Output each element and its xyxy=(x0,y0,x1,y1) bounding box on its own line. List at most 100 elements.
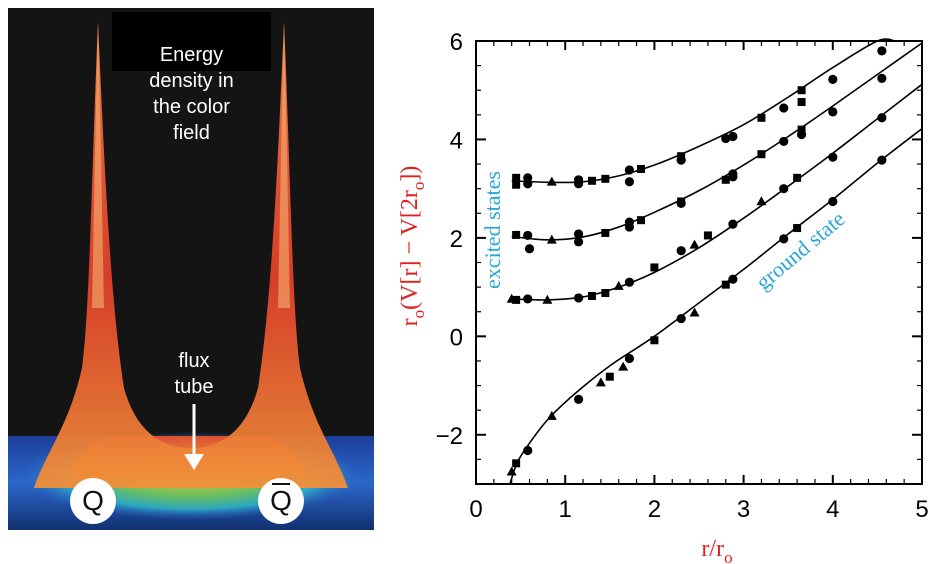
y-tick-label: 0 xyxy=(450,324,463,351)
x-axis-label: r/ro xyxy=(701,536,732,564)
data-point-square xyxy=(797,86,806,95)
data-point-square xyxy=(721,280,730,289)
data-point-square xyxy=(587,291,596,300)
caption-line-4: field xyxy=(173,122,210,144)
energy-label-box xyxy=(112,12,271,71)
data-point-square xyxy=(757,150,766,159)
data-point-square xyxy=(512,230,521,239)
fit-curve-2 xyxy=(511,42,923,241)
energy-density-visualization: Energy density in the color field flux t… xyxy=(8,8,374,530)
data-point-triangle xyxy=(595,377,606,387)
data-point-square xyxy=(703,231,712,240)
data-point-circle xyxy=(779,184,789,194)
data-point-circle xyxy=(728,131,738,142)
data-points xyxy=(506,46,887,476)
data-point-square xyxy=(512,459,521,468)
data-point-circle xyxy=(523,294,533,304)
flux-caption-line-1: flux xyxy=(178,350,210,372)
data-point-circle xyxy=(779,234,789,244)
data-point-circle xyxy=(523,445,533,456)
data-point-square xyxy=(605,372,614,381)
data-point-circle xyxy=(523,230,533,241)
x-tick-label: 2 xyxy=(648,496,661,523)
y-axis-label: ro(V[r] − V[2ro]) xyxy=(397,166,428,327)
y-tick-label: 2 xyxy=(450,226,463,253)
data-point-circle xyxy=(573,237,584,247)
caption-line-2: density in xyxy=(149,70,234,92)
flux-arrow-head xyxy=(184,454,204,470)
data-point-triangle xyxy=(689,307,700,317)
quark-label: Q xyxy=(82,485,104,516)
data-point-circle xyxy=(624,177,635,187)
data-point-square xyxy=(637,216,646,225)
x-tick-label: 5 xyxy=(915,496,928,523)
x-tick-label: 3 xyxy=(737,496,750,523)
data-point-circle xyxy=(828,74,838,84)
data-point-square xyxy=(650,263,659,272)
data-point-square xyxy=(512,295,521,304)
data-point-circle xyxy=(877,155,887,165)
data-point-circle xyxy=(728,274,738,284)
x-tick-label: 4 xyxy=(826,496,839,523)
data-point-circle xyxy=(828,107,838,117)
data-point-circle xyxy=(877,113,887,123)
data-point-circle xyxy=(624,165,635,175)
data-point-circle xyxy=(779,136,789,147)
data-point-circle xyxy=(624,277,635,287)
data-point-square xyxy=(721,175,730,184)
y-tick-label: −2 xyxy=(436,423,463,450)
data-point-square xyxy=(793,173,802,182)
antiquark-label: Q xyxy=(270,478,292,524)
data-point-square xyxy=(793,224,802,233)
data-point-triangle xyxy=(546,410,557,420)
data-point-circle xyxy=(624,353,635,364)
data-point-triangle xyxy=(506,466,517,476)
y-tick-label: 4 xyxy=(450,127,463,154)
flux-tube-caption: flux tube xyxy=(144,348,244,400)
data-point-square xyxy=(512,180,521,189)
data-point-square xyxy=(512,173,521,182)
ground-state-annotation: ground state xyxy=(751,206,850,295)
data-point-circle xyxy=(676,314,686,324)
data-point-triangle xyxy=(546,176,557,186)
fit-curve-1 xyxy=(511,83,923,301)
plot-frame xyxy=(475,40,923,485)
data-point-square xyxy=(601,289,610,298)
energy-density-caption: Energy density in the color field xyxy=(112,42,271,146)
data-point-circle xyxy=(828,196,838,207)
fit-curve-3 xyxy=(511,38,896,184)
data-point-circle xyxy=(728,219,738,229)
data-point-circle xyxy=(721,133,731,144)
data-point-triangle xyxy=(618,361,629,371)
caption-line-1: Energy xyxy=(159,44,224,66)
flux-caption-line-2: tube xyxy=(174,376,214,398)
data-point-square xyxy=(757,113,766,122)
data-point-triangle xyxy=(613,280,624,290)
data-point-circle xyxy=(796,129,807,140)
data-point-circle xyxy=(524,244,535,254)
x-tick-label: 1 xyxy=(559,496,572,523)
data-point-circle xyxy=(676,246,686,256)
data-point-circle xyxy=(877,73,887,84)
data-point-triangle xyxy=(542,294,553,304)
excited-states-annotation: excited states xyxy=(480,171,505,289)
data-point-square xyxy=(650,336,659,345)
y-tick-label: 6 xyxy=(450,29,463,56)
axis-ticks: 0 1 2 3 4 5 −2 0 2 4 6 xyxy=(436,29,929,523)
data-point-square xyxy=(677,197,686,206)
data-point-square xyxy=(601,174,610,183)
data-point-triangle xyxy=(756,196,767,206)
data-point-square xyxy=(797,98,806,107)
data-point-circle xyxy=(828,152,838,162)
data-point-circle xyxy=(779,103,789,113)
data-point-circle xyxy=(573,179,584,189)
caption-line-3: the color xyxy=(153,96,230,118)
data-point-circle xyxy=(573,394,584,404)
data-point-square xyxy=(637,164,646,173)
data-point-triangle xyxy=(689,239,700,249)
data-point-circle xyxy=(573,229,584,239)
x-tick-label: 0 xyxy=(469,496,482,523)
fit-curves xyxy=(509,38,923,485)
